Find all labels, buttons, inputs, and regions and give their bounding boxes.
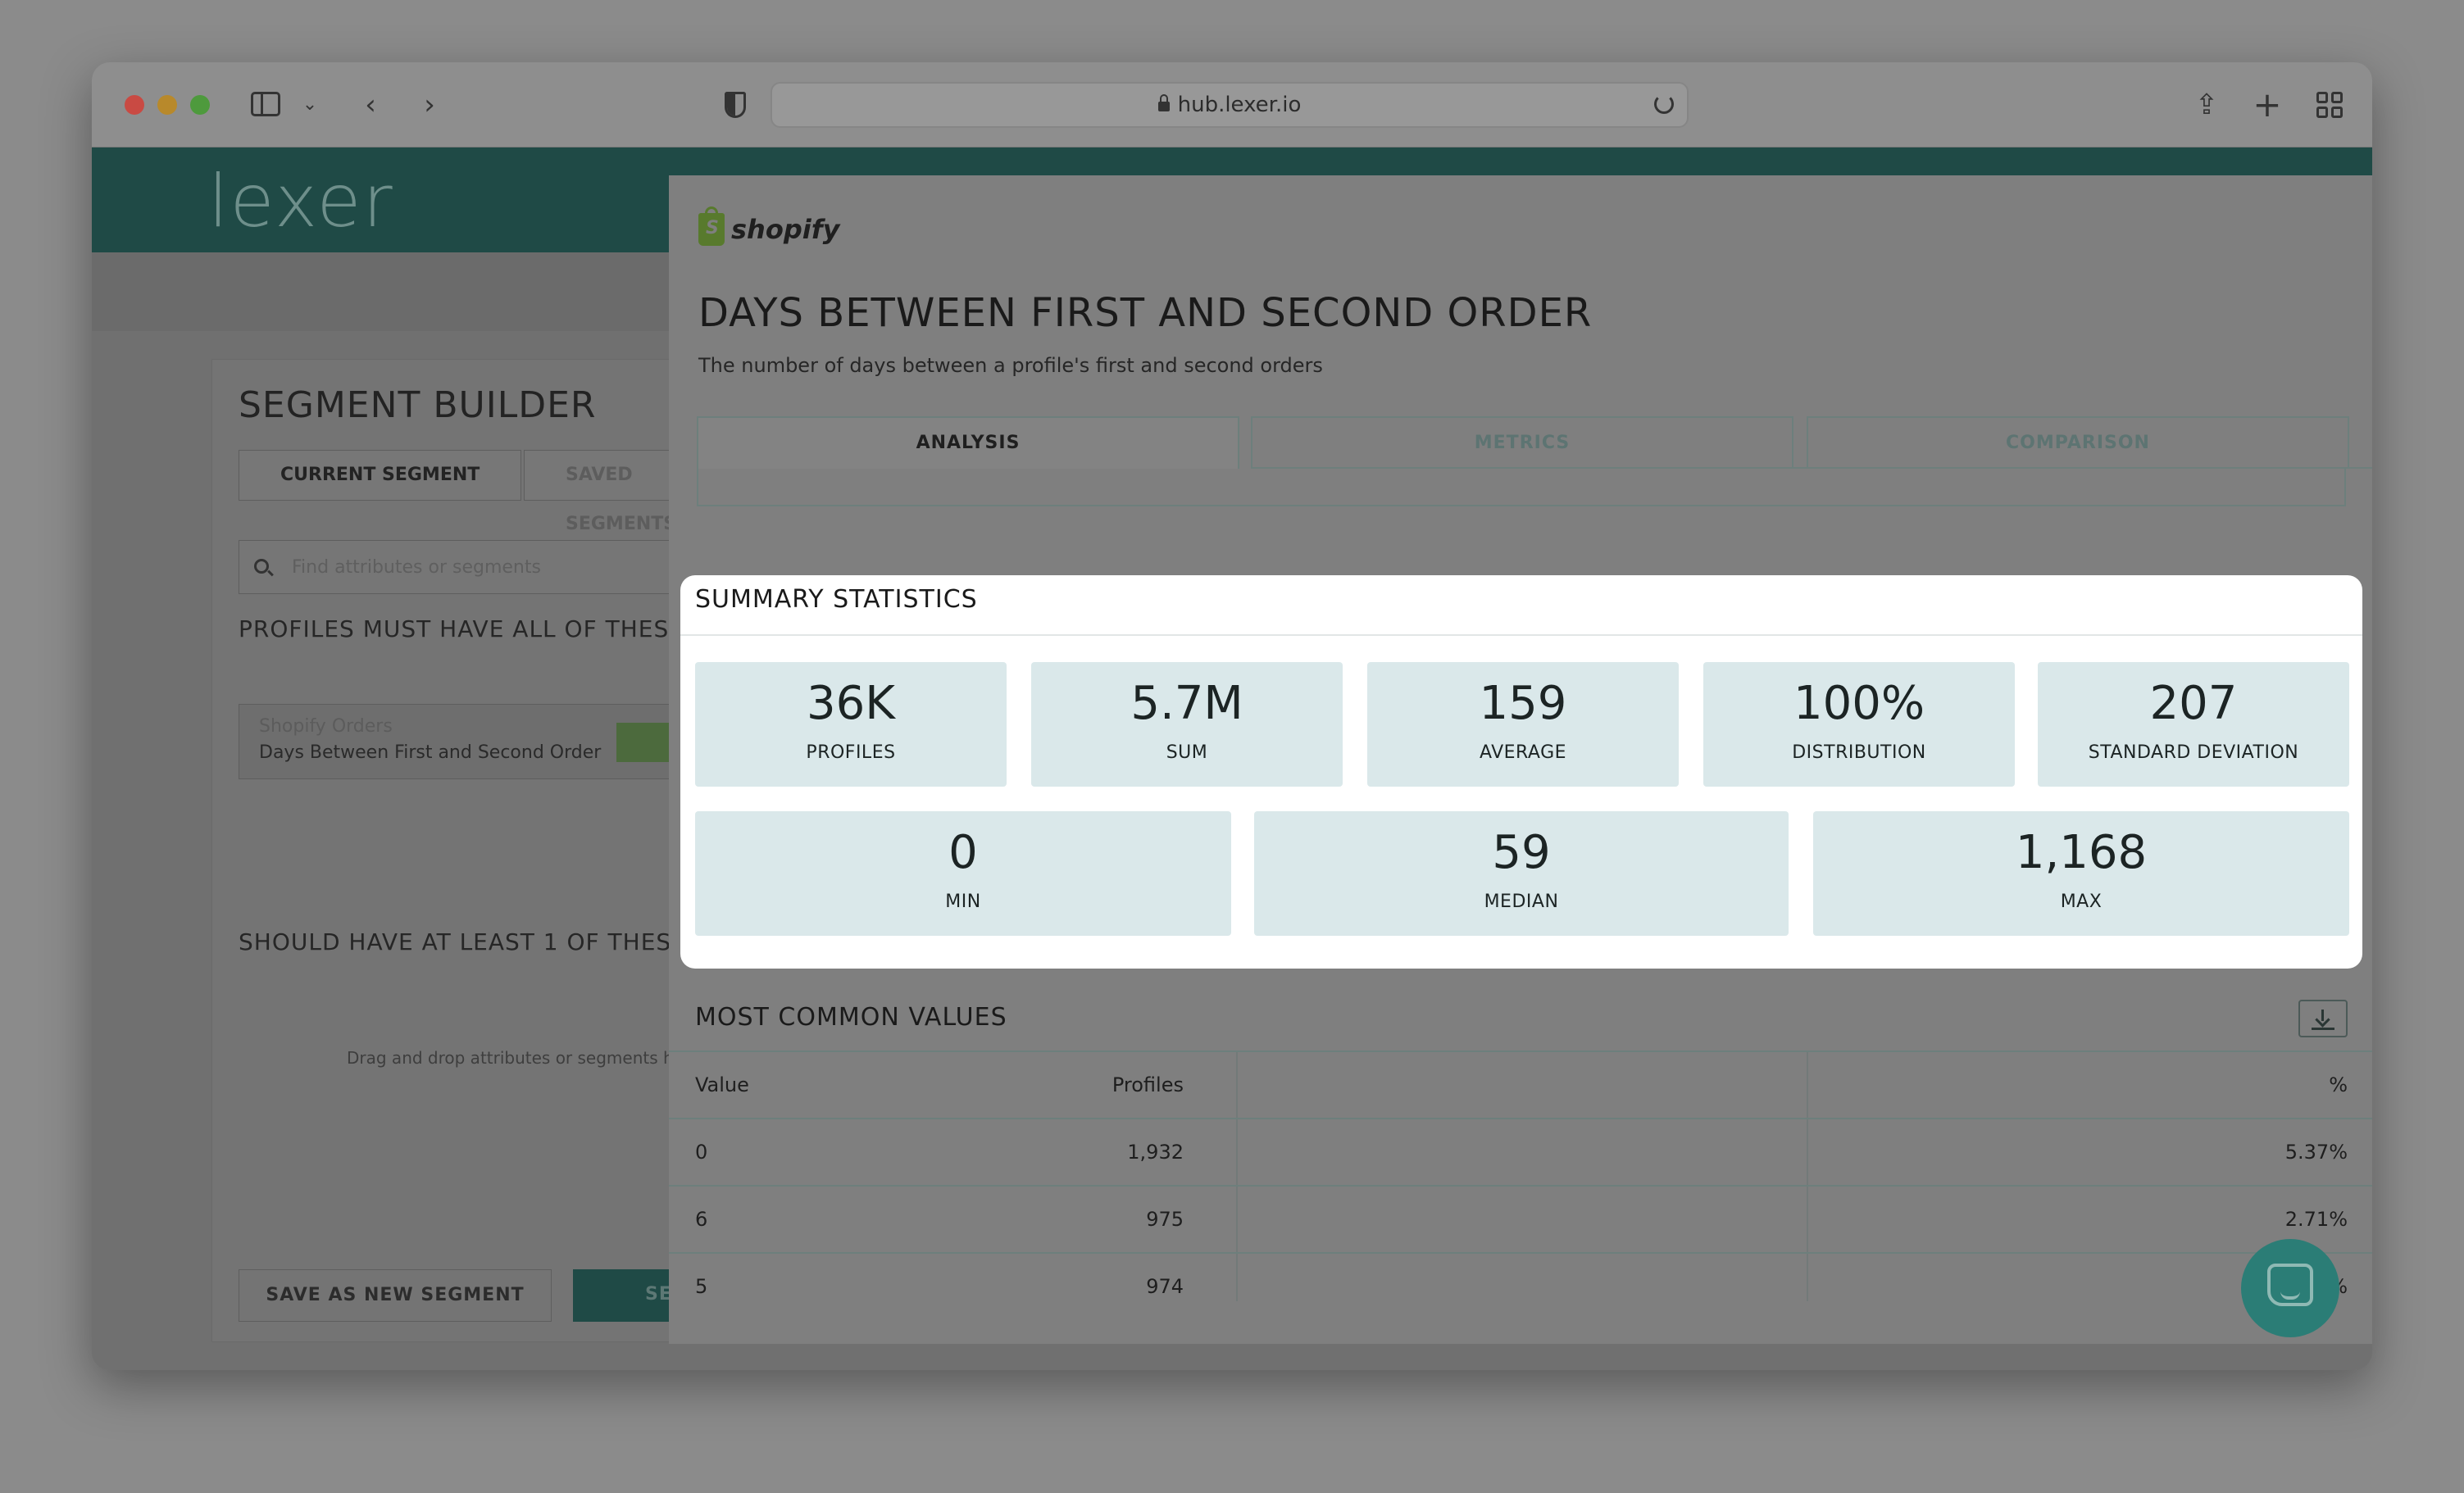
stat-card-min: 0 MIN (695, 811, 1231, 936)
save-as-new-segment-button[interactable]: SAVE AS NEW SEGMENT (239, 1269, 552, 1322)
column-divider (1807, 1119, 1808, 1185)
column-divider (1236, 1119, 1238, 1185)
share-icon[interactable]: ⇪ (2194, 88, 2219, 121)
tab-overview-icon[interactable] (2313, 87, 2346, 123)
condition-attribute: Days Between First and Second Order (259, 742, 602, 763)
summary-statistics-title: SUMMARY STATISTICS (695, 585, 978, 614)
cell-profiles: 975 (1146, 1208, 1184, 1231)
column-divider (1236, 1052, 1238, 1118)
should-have-heading: SHOULD HAVE AT LEAST 1 OF THESE (239, 928, 687, 955)
browser-toolbar: ⌄ ‹ › hub.lexer.io ⇪ + (92, 62, 2372, 147)
stat-label: MEDIAN (1484, 892, 1559, 912)
download-button[interactable] (2298, 1000, 2348, 1037)
condition-source: Shopify Orders (259, 716, 393, 737)
minimize-window-button[interactable] (157, 95, 177, 115)
must-have-heading: PROFILES MUST HAVE ALL OF THESE (239, 615, 684, 642)
stat-card-sum: 5.7M SUM (1031, 662, 1343, 787)
stat-value: 1,168 (2015, 826, 2148, 879)
stat-label: DISTRIBUTION (1792, 742, 1926, 763)
download-icon-base (2312, 1028, 2334, 1030)
stat-label: AVERAGE (1479, 742, 1567, 763)
summary-divider (680, 634, 2362, 636)
stat-card-median: 59 MEDIAN (1254, 811, 1789, 936)
cell-profiles: 1,932 (1127, 1141, 1184, 1164)
column-divider (1236, 1187, 1238, 1252)
lexer-logo[interactable]: lexer (208, 159, 394, 243)
stat-card-standard-deviation: 207 STANDARD DEVIATION (2038, 662, 2349, 787)
stat-label: PROFILES (806, 742, 896, 763)
download-icon (2315, 1010, 2331, 1028)
stat-value: 0 (948, 826, 978, 879)
stat-label: MAX (2060, 892, 2103, 912)
stat-label: SUM (1166, 742, 1208, 763)
segment-builder-title: SEGMENT BUILDER (239, 384, 597, 426)
table-row: 0 1,932 5.37% (669, 1118, 2372, 1185)
shopify-logo: shopify (698, 206, 840, 247)
stat-value: 5.7M (1130, 677, 1243, 730)
cell-value: 6 (695, 1208, 708, 1231)
most-common-values-title: MOST COMMON VALUES (695, 1003, 1007, 1032)
table-row: 5 974 % (669, 1252, 2372, 1301)
search-icon (254, 559, 269, 574)
stat-value: 59 (1492, 826, 1551, 879)
tab-metrics[interactable]: METRICS (1251, 416, 1793, 469)
column-divider (1807, 1052, 1808, 1118)
column-divider (1236, 1254, 1238, 1301)
close-window-button[interactable] (125, 95, 144, 115)
drop-zone-hint: Drag and drop attributes or segments her… (347, 1048, 701, 1068)
stat-value: 159 (1479, 677, 1567, 730)
cell-profiles: 974 (1146, 1275, 1184, 1298)
zoom-window-button[interactable] (190, 95, 210, 115)
reload-icon[interactable] (1654, 94, 1674, 114)
stat-value: 100% (1793, 677, 1925, 730)
tab-comparison[interactable]: COMPARISON (1807, 416, 2349, 469)
stat-label: MIN (945, 892, 981, 912)
cell-percent: 2.71% (2284, 1208, 2348, 1231)
stat-card-max: 1,168 MAX (1813, 811, 2349, 936)
lock-icon (1157, 94, 1170, 111)
stat-card-average: 159 AVERAGE (1367, 662, 1679, 787)
stat-card-profiles: 36K PROFILES (695, 662, 1007, 787)
cell-value: 0 (695, 1141, 708, 1164)
header-value[interactable]: Value (695, 1073, 749, 1096)
table-header-row: Value Profiles % (669, 1051, 2372, 1118)
header-percent[interactable]: % (2329, 1073, 2348, 1096)
shopify-wordmark: shopify (731, 214, 840, 245)
search-placeholder: Find attributes or segments (292, 557, 541, 578)
cell-percent: 5.37% (2284, 1141, 2348, 1164)
column-divider (1807, 1187, 1808, 1252)
url-text: hub.lexer.io (1177, 93, 1302, 117)
tab-content-strip (697, 467, 2346, 506)
cell-value: 5 (695, 1275, 708, 1298)
stat-label: STANDARD DEVIATION (2088, 742, 2299, 763)
tab-current-segment[interactable]: CURRENT SEGMENT (239, 450, 522, 501)
tab-analysis[interactable]: ANALYSIS (697, 416, 1239, 469)
summary-statistics-panel: SUMMARY STATISTICS 36K PROFILES 5.7M SUM… (680, 575, 2362, 969)
table-row: 6 975 2.71% (669, 1185, 2372, 1252)
privacy-shield-icon[interactable] (718, 87, 751, 123)
shopify-bag-icon (698, 206, 725, 246)
chat-launcher-button[interactable] (2241, 1239, 2339, 1337)
stat-card-distribution: 100% DISTRIBUTION (1703, 662, 2015, 787)
chevron-down-icon[interactable]: ⌄ (302, 94, 318, 115)
new-tab-plus-icon[interactable]: + (2253, 84, 2282, 125)
most-common-values-table: Value Profiles % 0 1,932 5.37% 6 975 2.7… (669, 1051, 2372, 1301)
url-display[interactable]: hub.lexer.io (772, 84, 1687, 126)
back-arrow-icon[interactable]: ‹ (365, 88, 376, 121)
forward-arrow-icon[interactable]: › (424, 88, 435, 121)
header-profiles[interactable]: Profiles (1112, 1073, 1184, 1096)
column-divider (1807, 1254, 1808, 1301)
modal-subtitle: The number of days between a profile's f… (698, 354, 1323, 377)
address-bar[interactable]: hub.lexer.io (771, 82, 1689, 128)
stat-value: 207 (2149, 677, 2238, 730)
chat-bubble-icon (2267, 1264, 2313, 1306)
modal-title: DAYS BETWEEN FIRST AND SECOND ORDER (698, 290, 1593, 336)
stat-value: 36K (807, 677, 895, 730)
sidebar-toggle-icon[interactable] (249, 87, 282, 123)
tab-divider (1251, 467, 2372, 469)
